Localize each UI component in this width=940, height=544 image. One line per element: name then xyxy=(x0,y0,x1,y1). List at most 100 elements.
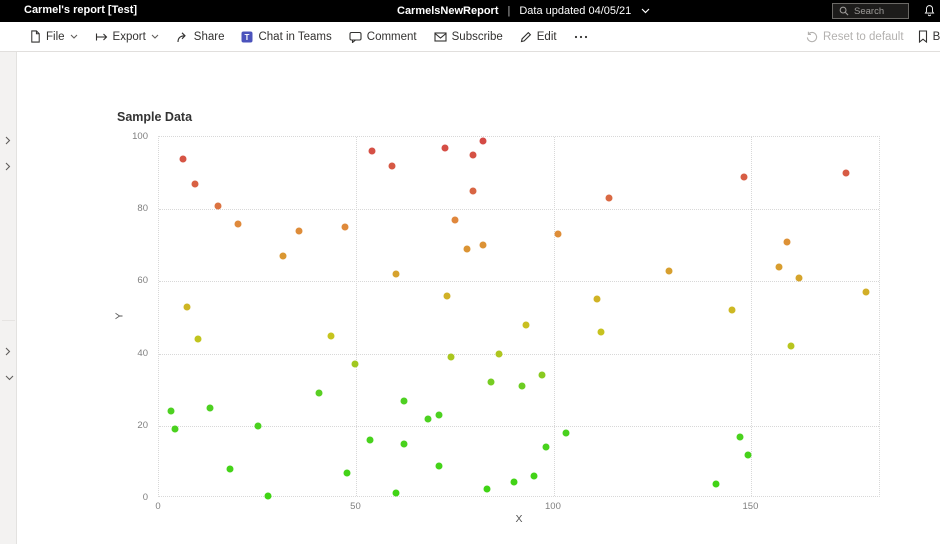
expand-pane-button[interactable] xyxy=(5,136,11,145)
data-point[interactable] xyxy=(400,397,408,405)
data-point[interactable] xyxy=(447,353,455,361)
data-point[interactable] xyxy=(542,443,550,451)
toolbar-right-group: Reset to default Bo xyxy=(806,22,940,51)
collapse-pane-button[interactable] xyxy=(5,375,14,381)
bookmarks-button[interactable]: Bo xyxy=(918,30,940,43)
export-button[interactable]: Export xyxy=(95,31,159,43)
data-point[interactable] xyxy=(366,436,374,444)
export-icon xyxy=(95,33,107,40)
data-point[interactable] xyxy=(451,216,459,224)
data-point[interactable] xyxy=(728,306,736,314)
data-point[interactable] xyxy=(479,241,487,249)
data-point[interactable] xyxy=(183,303,191,311)
data-point[interactable] xyxy=(518,382,526,390)
data-point[interactable] xyxy=(392,270,400,278)
data-point[interactable] xyxy=(795,274,803,282)
data-point[interactable] xyxy=(351,360,358,368)
data-point[interactable] xyxy=(479,137,487,145)
data-point[interactable] xyxy=(254,422,262,430)
y-tick-label: 100 xyxy=(132,131,148,142)
data-point[interactable] xyxy=(495,350,503,358)
y-tick-label: 0 xyxy=(142,492,148,503)
bookmarks-label: Bo xyxy=(932,30,940,43)
notifications-button[interactable] xyxy=(924,4,935,17)
chevron-right-icon xyxy=(5,162,11,171)
data-point[interactable] xyxy=(264,492,272,500)
data-point[interactable] xyxy=(597,328,605,336)
data-point[interactable] xyxy=(206,404,214,412)
data-point[interactable] xyxy=(279,252,287,260)
data-point[interactable] xyxy=(388,162,396,170)
x-tick-label: 100 xyxy=(545,501,561,512)
svg-text:T: T xyxy=(245,32,250,41)
expand-pane-button[interactable] xyxy=(5,162,11,171)
more-options-button[interactable] xyxy=(574,35,588,39)
report-header[interactable]: CarmelsNewReport | Data updated 04/05/21 xyxy=(397,4,650,18)
data-point[interactable] xyxy=(775,263,783,271)
data-point[interactable] xyxy=(483,485,491,493)
file-button[interactable]: File xyxy=(30,30,78,43)
data-point[interactable] xyxy=(343,469,351,477)
data-point[interactable] xyxy=(487,378,495,386)
data-point[interactable] xyxy=(171,425,179,433)
data-point[interactable] xyxy=(862,288,870,296)
data-point[interactable] xyxy=(435,411,443,419)
data-point[interactable] xyxy=(605,194,613,202)
data-point[interactable] xyxy=(341,223,349,231)
data-point[interactable] xyxy=(226,465,234,473)
data-point[interactable] xyxy=(194,335,202,343)
x-tick-label: 150 xyxy=(742,501,759,512)
data-point[interactable] xyxy=(368,147,376,155)
data-point[interactable] xyxy=(167,407,175,415)
data-point[interactable] xyxy=(538,371,546,379)
data-point[interactable] xyxy=(463,245,471,253)
bell-icon xyxy=(924,5,935,17)
expand-pane-button[interactable] xyxy=(5,347,11,356)
data-point[interactable] xyxy=(400,440,408,448)
data-point[interactable] xyxy=(435,462,443,469)
share-button[interactable]: Share xyxy=(176,31,224,43)
edit-icon xyxy=(520,31,531,42)
data-point[interactable] xyxy=(842,169,850,177)
data-point[interactable] xyxy=(327,332,335,340)
data-point[interactable] xyxy=(740,173,748,181)
search-input[interactable]: Search xyxy=(832,3,909,19)
data-point[interactable] xyxy=(744,451,751,459)
data-point[interactable] xyxy=(214,202,222,210)
data-point[interactable] xyxy=(736,433,744,441)
comment-button[interactable]: Comment xyxy=(349,31,417,43)
data-point[interactable] xyxy=(712,480,720,488)
reset-icon xyxy=(806,31,818,42)
collapsed-pane-sidebar xyxy=(0,52,17,544)
data-point[interactable] xyxy=(191,180,199,188)
chevron-down-icon xyxy=(641,8,650,14)
edit-button[interactable]: Edit xyxy=(520,31,557,43)
y-axis-label: Y xyxy=(113,312,126,320)
data-point[interactable] xyxy=(665,267,672,275)
data-point[interactable] xyxy=(554,230,562,238)
top-app-bar: Carmel's report [Test] CarmelsNewReport … xyxy=(0,0,940,22)
data-point[interactable] xyxy=(522,321,530,329)
data-point[interactable] xyxy=(234,220,242,228)
y-tick-label: 60 xyxy=(137,275,148,287)
subscribe-button[interactable]: Subscribe xyxy=(434,31,503,43)
data-point[interactable] xyxy=(315,389,323,397)
y-tick-label: 20 xyxy=(137,419,148,431)
data-point[interactable] xyxy=(510,478,518,486)
data-point[interactable] xyxy=(593,295,601,303)
data-point[interactable] xyxy=(392,489,400,497)
data-point[interactable] xyxy=(295,227,303,235)
edit-label: Edit xyxy=(536,30,557,43)
data-point[interactable] xyxy=(469,151,477,159)
data-point[interactable] xyxy=(469,187,477,195)
data-point[interactable] xyxy=(530,472,538,480)
data-point[interactable] xyxy=(179,155,187,163)
chat-in-teams-button[interactable]: T Chat in Teams xyxy=(241,31,332,43)
data-point[interactable] xyxy=(443,292,451,300)
reset-to-default-button[interactable]: Reset to default xyxy=(806,31,904,43)
data-point[interactable] xyxy=(441,144,449,152)
data-point[interactable] xyxy=(424,415,432,423)
data-point[interactable] xyxy=(783,238,791,246)
data-point[interactable] xyxy=(787,342,795,350)
data-point[interactable] xyxy=(562,429,570,437)
